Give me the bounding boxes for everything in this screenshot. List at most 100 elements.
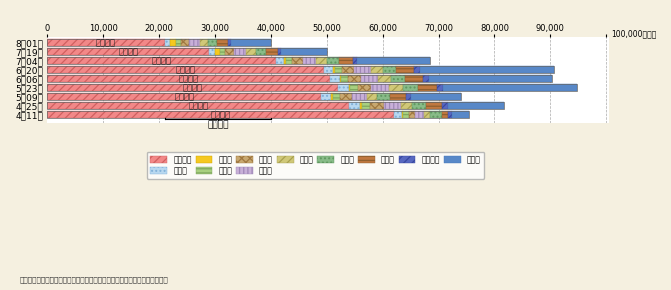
Bar <box>361 75 378 82</box>
Bar <box>266 48 278 55</box>
Bar <box>442 102 448 109</box>
Bar <box>333 93 340 100</box>
Bar <box>412 102 425 109</box>
Bar <box>47 39 271 46</box>
Bar <box>340 75 341 82</box>
Bar <box>411 93 461 100</box>
Bar <box>180 39 189 46</box>
Text: 福島県外: 福島県外 <box>207 120 229 129</box>
Bar <box>327 57 339 64</box>
Bar <box>444 84 578 91</box>
Bar <box>378 75 391 82</box>
Bar <box>350 84 358 91</box>
Bar <box>217 39 227 46</box>
Text: （注）避難指示、勧告及び自主避難の総数（避難所入所者数以外も含む）。: （注）避難指示、勧告及び自主避難の総数（避難所入所者数以外も含む）。 <box>20 276 169 283</box>
Bar <box>47 57 430 64</box>
Bar <box>348 75 361 82</box>
Bar <box>231 39 271 46</box>
Bar <box>324 66 333 73</box>
Bar <box>47 102 504 109</box>
Bar <box>430 111 442 118</box>
Bar <box>417 84 437 91</box>
Bar <box>293 57 303 64</box>
Bar <box>357 57 430 64</box>
Bar <box>329 75 340 82</box>
Bar <box>371 84 389 91</box>
Bar <box>384 102 401 109</box>
Bar <box>402 111 403 118</box>
Bar <box>278 48 281 55</box>
Bar <box>333 66 335 73</box>
Bar <box>164 39 170 46</box>
Bar <box>281 48 327 55</box>
Bar <box>429 75 552 82</box>
Bar <box>409 111 415 118</box>
Bar <box>338 84 348 91</box>
Bar <box>321 93 331 100</box>
Bar <box>401 102 412 109</box>
Bar <box>47 48 327 55</box>
Bar <box>377 93 390 100</box>
Bar <box>442 111 448 118</box>
Bar <box>370 66 383 73</box>
Bar <box>394 111 402 118</box>
Bar <box>420 66 554 73</box>
Bar <box>189 39 200 46</box>
Bar <box>423 75 429 82</box>
Text: 福島県内: 福島県内 <box>118 47 138 56</box>
Bar <box>287 57 293 64</box>
Bar <box>342 66 354 73</box>
Bar <box>317 57 327 64</box>
Bar <box>405 75 423 82</box>
Bar <box>341 75 348 82</box>
Bar <box>227 39 231 46</box>
Bar <box>383 66 397 73</box>
Legend: 福島県内, 山形県, 茨城県, 栃木県, 群馬県, 埼玉県, 千葉県, 新潟県, 東京都, 神奈川県, その他: 福島県内, 山形県, 茨城県, 栃木県, 群馬県, 埼玉県, 千葉県, 新潟県,… <box>146 152 484 179</box>
Bar <box>448 102 504 109</box>
Bar <box>425 102 442 109</box>
Bar <box>406 93 411 100</box>
Bar <box>303 57 317 64</box>
Bar <box>348 84 350 91</box>
Bar <box>47 111 394 118</box>
Bar <box>448 111 452 118</box>
Bar <box>452 111 469 118</box>
Bar <box>437 84 444 91</box>
Bar <box>415 111 423 118</box>
Bar <box>353 57 357 64</box>
Text: 福島県内: 福島県内 <box>176 65 195 74</box>
Text: 福島県内: 福島県内 <box>211 110 231 119</box>
Bar <box>215 48 219 55</box>
Bar <box>47 48 209 55</box>
Bar <box>370 102 384 109</box>
Bar <box>200 39 208 46</box>
Bar <box>331 93 333 100</box>
Bar <box>170 39 176 46</box>
Bar <box>176 39 180 46</box>
Bar <box>208 39 217 46</box>
Bar <box>225 48 234 55</box>
Bar <box>47 75 552 82</box>
Bar <box>47 111 469 118</box>
Text: 福島県内: 福島県内 <box>174 92 194 101</box>
Bar <box>391 75 405 82</box>
Bar <box>403 111 409 118</box>
Bar <box>389 84 403 91</box>
Bar <box>276 57 285 64</box>
Bar <box>358 84 371 91</box>
Bar <box>47 75 329 82</box>
Bar <box>366 93 377 100</box>
Bar <box>47 84 578 91</box>
Bar <box>47 57 276 64</box>
Bar <box>47 93 461 100</box>
Bar <box>256 48 266 55</box>
Bar <box>47 66 324 73</box>
Bar <box>47 102 349 109</box>
Bar <box>219 48 225 55</box>
Text: 福島県内: 福島県内 <box>178 74 199 83</box>
Text: 100,000（人）: 100,000（人） <box>611 29 656 38</box>
Bar <box>47 84 338 91</box>
Bar <box>47 39 164 46</box>
Bar <box>234 48 246 55</box>
Bar <box>285 57 287 64</box>
